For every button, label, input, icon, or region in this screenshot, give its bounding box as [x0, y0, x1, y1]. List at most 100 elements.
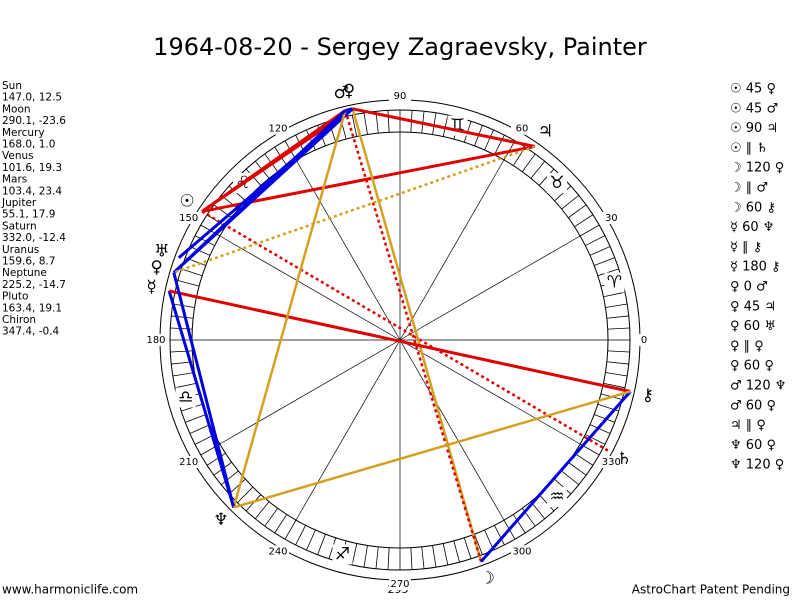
ring-hatch [568, 204, 587, 219]
zodiac-bg [175, 387, 196, 408]
ring-hatch [387, 547, 390, 570]
aspect-line [201, 109, 347, 213]
ring-hatch [597, 268, 619, 277]
planet-coords: 168.0, 1.0 [2, 139, 55, 151]
planet-glyph: ☿ [146, 277, 156, 297]
degree-label: 240 [268, 546, 287, 557]
ring-hatch [463, 537, 472, 559]
ring-hatch [442, 114, 449, 137]
degree-label: 300 [512, 546, 531, 557]
aspect-entry: ☉ ∥ ♄ [730, 141, 768, 156]
ring-hatch [171, 315, 194, 319]
planet-coords: 147.0, 12.5 [2, 92, 62, 104]
aspect-line [232, 110, 347, 508]
aspect-entry: ♆ 60 ♀ [730, 438, 776, 453]
ring-hatch [264, 508, 279, 527]
aspect-entry: ♀ 0 ♂ [730, 280, 768, 295]
ring-hatch [295, 525, 306, 546]
planet-glyph: ☉ [179, 192, 194, 212]
ring-hatch [607, 327, 630, 330]
label-bg [511, 545, 533, 558]
ring-hatch [181, 403, 203, 412]
ring-hatch [574, 452, 594, 466]
planet-coords: 159.6, 8.7 [2, 256, 55, 268]
ring-hatch [306, 529, 316, 551]
planet-glyph: ♀ [150, 257, 162, 277]
ring-hatch [177, 280, 200, 287]
ring-hatch [387, 110, 390, 133]
ring-hatch [484, 529, 494, 551]
ring-hatch [589, 424, 611, 434]
ring-hatch [484, 129, 494, 151]
degree-label: 180 [146, 335, 165, 346]
spoke [219, 235, 401, 341]
ring-hatch [574, 214, 594, 228]
ring-hatch [351, 114, 358, 137]
zodiac-bg [332, 544, 353, 565]
aspect-line [201, 144, 536, 213]
ring-hatch [363, 545, 368, 568]
spoke [219, 339, 401, 445]
ring-hatch [594, 257, 615, 266]
planet-name: Jupiter [1, 197, 37, 209]
ring-hatch [317, 534, 326, 555]
aspect-entry: ☿ 60 ♆ [730, 220, 774, 235]
planet-name: Chiron [2, 314, 36, 326]
planet-name: Venus [2, 150, 34, 162]
planet-coords: 225.2, -14.7 [2, 279, 66, 291]
label-bg [389, 90, 411, 102]
ring-hatch [228, 185, 246, 202]
label-bg [600, 212, 623, 224]
ring-hatch [328, 537, 337, 559]
ring-hatch [170, 350, 193, 353]
aspect-entry: ☿ ∥ ⚷ [730, 240, 762, 255]
aspect-line [479, 390, 632, 563]
ring-hatch [306, 129, 316, 151]
aspect-line [167, 290, 236, 508]
planet-name: Uranus [2, 244, 39, 256]
spoke [399, 339, 505, 521]
ring-hatch [274, 514, 288, 534]
ring-hatch [410, 547, 413, 570]
degree-label: 60 [516, 124, 529, 135]
ring-hatch [221, 470, 239, 486]
planet-coords: 55.1, 17.9 [2, 209, 55, 221]
ring-hatch [174, 382, 197, 389]
ring-hatch [589, 246, 611, 256]
label-bg [267, 545, 289, 558]
aspect-entry: ☉ 45 ♂ [730, 101, 778, 116]
aspect-entry: ♀ 60 ♀ [730, 359, 774, 374]
aspect-line [172, 272, 236, 508]
ring-hatch [606, 315, 629, 319]
ring-hatch [538, 494, 555, 512]
planet-glyph: ♀ [343, 81, 355, 101]
aspect-entry: ☿ 180 ⚷ [730, 260, 781, 275]
ring-hatch [603, 291, 626, 298]
degree-label: 270 [390, 579, 409, 590]
spoke [295, 339, 401, 521]
ring-hatch [521, 153, 536, 172]
aspect-line [172, 109, 347, 274]
ring-hatch [194, 235, 215, 246]
degree-label: 210 [179, 457, 198, 468]
ring-hatch [603, 382, 626, 389]
zodiac-bg [546, 486, 567, 507]
planet-glyph: ♆ [213, 510, 228, 530]
aspect-entry: ☽ 120 ♀ [730, 161, 784, 176]
ring-hatch [605, 303, 628, 308]
label-bg [145, 334, 167, 346]
ring-hatch [606, 361, 629, 365]
zodiac-glyph: ♐ [335, 544, 350, 564]
label-bg [600, 456, 623, 468]
aspect-entry: ☉ 90 ♃ [730, 121, 778, 136]
ring-hatch [594, 414, 615, 423]
ring-hatch [585, 434, 606, 445]
ring-hatch [585, 235, 606, 246]
ring-hatch [172, 372, 195, 377]
aspect-entry: ♀ 60 ♅ [730, 319, 776, 334]
planet-glyph: ♃ [538, 122, 553, 142]
planet-coords: 103.4, 23.4 [2, 185, 62, 197]
ring-hatch [185, 414, 206, 423]
ring-hatch [512, 514, 526, 534]
